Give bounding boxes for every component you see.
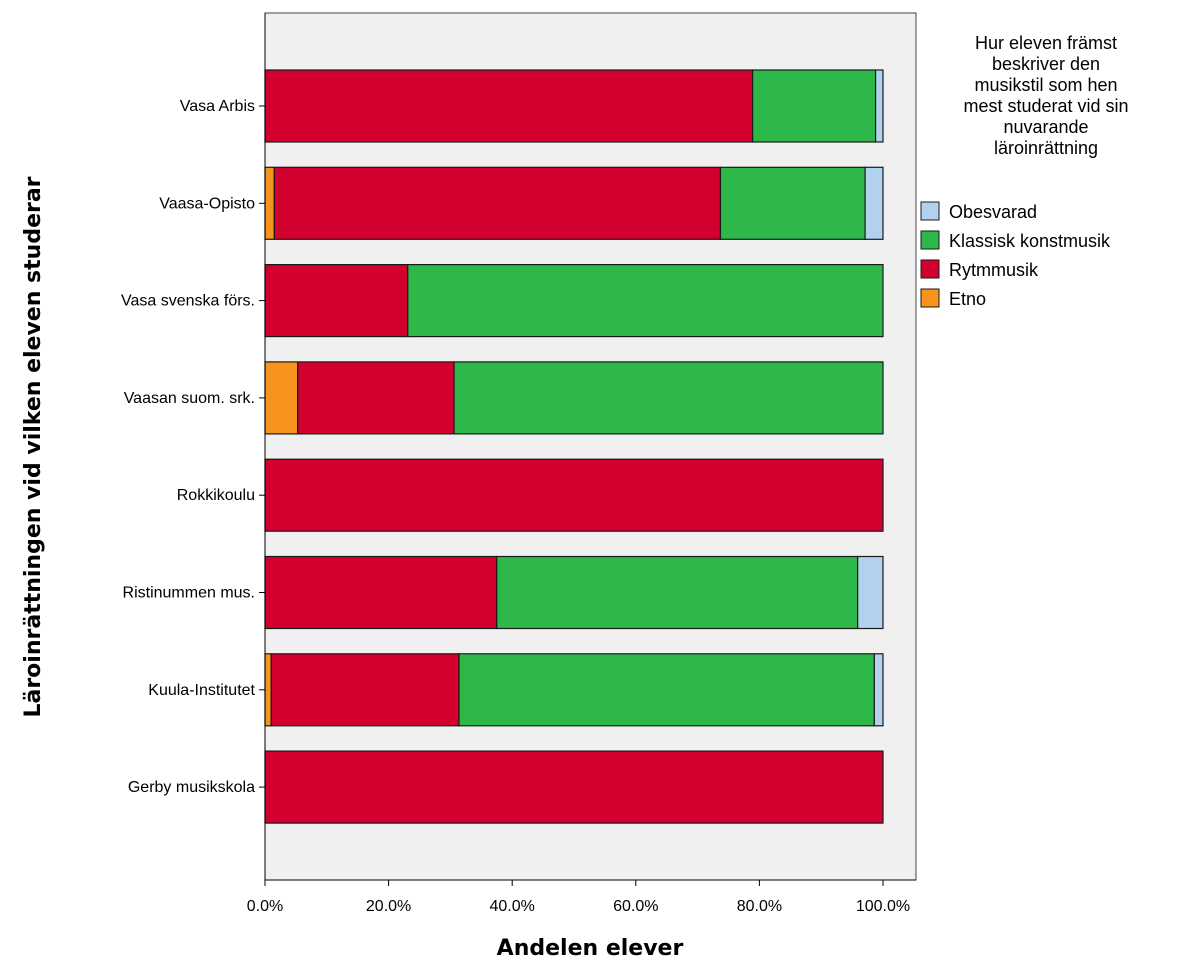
bar-segment-rytmmusik-3 (297, 361, 455, 435)
bar-segment-rytmmusik-0 (264, 69, 754, 143)
x-axis-title: Andelen elever (497, 936, 684, 961)
legend-swatch-obesvarad (920, 201, 940, 221)
legend-title-line: musikstil som hen (974, 75, 1117, 95)
x-tick-label: 40.0% (490, 898, 535, 915)
bar-segment-etno-1 (264, 166, 275, 240)
legend-swatch-klassisk-konstmusik (920, 230, 940, 250)
legend-title-line: Hur eleven främst (975, 33, 1117, 53)
y-axis-ticks: Vasa Arbis Vaasa-Opisto Vasa svenska förs.… (121, 98, 265, 796)
bar-segment-klassisk-konstmusik-2 (407, 264, 884, 338)
bar-segment-obesvarad-1 (864, 166, 884, 240)
legend-swatch-rytmmusik (920, 259, 940, 279)
y-tick-label: Kuula-Institutet (148, 682, 255, 699)
y-tick-label: Vasa Arbis (180, 98, 255, 115)
bar-segment-obesvarad-6 (873, 653, 884, 727)
bar-segment-etno-6 (264, 653, 272, 727)
y-axis-title: Läroinrättningen vid vilken eleven stude… (21, 176, 46, 717)
x-axis-ticks: 0.0% 20.0% 40.0% 60.0% 80.0% 100.0% (247, 880, 910, 915)
y-tick-label: Ristinummen mus. (123, 585, 255, 602)
legend-title-line: nuvarande (1003, 117, 1088, 137)
bar-segment-rytmmusik-1 (273, 166, 722, 240)
legend-title-line: mest studerat vid sin (963, 96, 1128, 116)
bar-segment-rytmmusik-4 (264, 458, 884, 532)
legend-swatch-etno (920, 288, 940, 308)
legend-label: Klassisk konstmusik (949, 231, 1111, 251)
y-tick-label: Vaasan suom. srk. (124, 390, 255, 407)
x-tick-label: 80.0% (737, 898, 782, 915)
y-tick-label: Vaasa-Opisto (159, 195, 255, 212)
bar-segment-klassisk-konstmusik-0 (752, 69, 877, 143)
legend-title-line: läroinrättning (994, 138, 1098, 158)
bars-group (264, 69, 884, 824)
y-tick-label: Rokkikoulu (177, 487, 255, 504)
bar-segment-etno-3 (264, 361, 299, 435)
y-tick-label: Vasa svenska förs. (121, 293, 255, 310)
plot-area (264, 12, 917, 881)
bar-segment-rytmmusik-2 (264, 264, 409, 338)
bar-segment-klassisk-konstmusik-5 (496, 555, 859, 630)
bar-segment-obesvarad-0 (874, 69, 884, 143)
legend-title-line: beskriver den (992, 54, 1100, 74)
bar-segment-rytmmusik-6 (270, 653, 460, 727)
bar-segment-obesvarad-5 (857, 555, 884, 630)
y-tick-label: Gerby musikskola (128, 779, 255, 796)
legend-label: Obesvarad (949, 202, 1037, 222)
bar-segment-klassisk-konstmusik-1 (719, 166, 866, 240)
legend-label: Rytmmusik (949, 260, 1039, 280)
bar-segment-klassisk-konstmusik-3 (453, 361, 884, 435)
legend-label: Etno (949, 289, 986, 309)
bar-segment-rytmmusik-5 (264, 555, 498, 630)
x-tick-label: 100.0% (856, 898, 910, 915)
bar-segment-klassisk-konstmusik-6 (458, 653, 875, 727)
x-tick-label: 60.0% (613, 898, 658, 915)
bar-segment-rytmmusik-7 (264, 750, 884, 824)
x-tick-label: 0.0% (247, 898, 283, 915)
x-tick-label: 20.0% (366, 898, 411, 915)
